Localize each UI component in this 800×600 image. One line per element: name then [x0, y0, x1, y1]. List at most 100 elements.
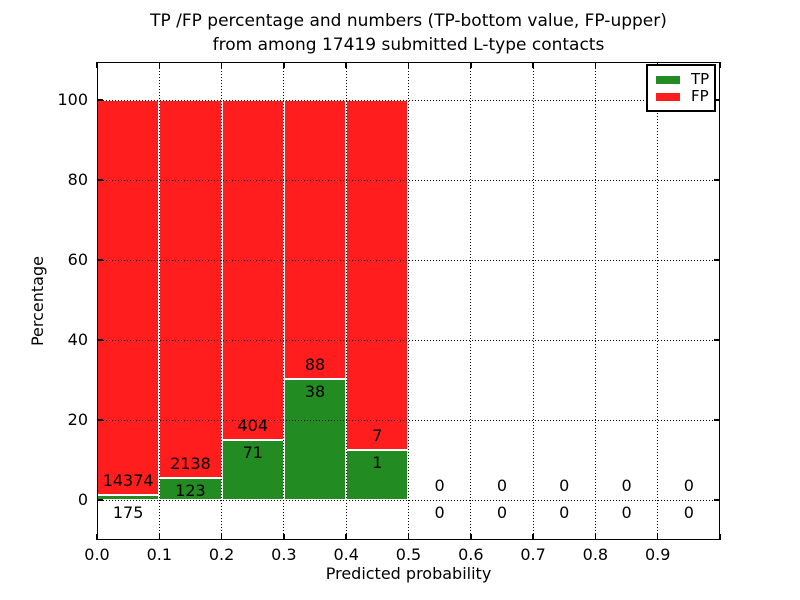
x-tick-mark-bottom	[283, 534, 285, 540]
y-tick-mark-left	[97, 499, 103, 501]
chart-title: TP /FP percentage and numbers (TP-bottom…	[17, 9, 800, 57]
grid-line-vertical	[221, 62, 223, 540]
x-tick-mark-bottom	[220, 534, 223, 540]
x-tick-label: 0.2	[208, 545, 235, 564]
y-tick-mark-left	[97, 179, 103, 181]
y-tick-label: 60	[67, 250, 88, 269]
y-tick-label: 40	[67, 330, 88, 349]
y-tick-mark-right	[714, 339, 720, 341]
y-tick-label: 0	[77, 490, 88, 509]
y-tick-mark-right	[714, 419, 720, 421]
x-tick-mark-top	[407, 62, 410, 68]
tp-bar-segment	[221, 440, 284, 500]
x-tick-label: 0.9	[644, 545, 671, 564]
grid-line-vertical	[594, 62, 596, 540]
tp-legend-label: TP	[691, 70, 710, 88]
x-tick-label: 0.8	[582, 545, 609, 564]
fp-bar-segment	[283, 100, 347, 380]
fp-count-label: 0	[434, 476, 445, 495]
y-tick-mark-right	[714, 499, 720, 501]
y-tick-mark-right	[714, 259, 720, 261]
legend-item-tp: TP	[656, 70, 710, 88]
x-tick-mark-top	[220, 62, 223, 68]
fp-legend-swatch	[656, 92, 680, 101]
chart-title-line1: TP /FP percentage and numbers (TP-bottom…	[150, 11, 667, 31]
tp-count-label: 0	[683, 503, 694, 522]
grid-line-vertical	[408, 62, 409, 540]
x-tick-mark-top	[158, 62, 161, 68]
tp-count-label: 0	[559, 503, 570, 522]
x-axis-label: Predicted probability	[325, 564, 492, 583]
x-tick-label: 0.3	[271, 545, 297, 564]
y-tick-label: 80	[67, 170, 88, 189]
x-tick-mark-bottom	[470, 534, 472, 540]
y-tick-label: 20	[67, 410, 88, 429]
x-tick-mark-bottom	[96, 534, 98, 540]
fp-bar-segment	[159, 100, 222, 479]
x-tick-mark-top	[470, 62, 472, 68]
x-tick-mark-bottom	[532, 534, 534, 540]
fp-count-label: 7	[372, 426, 383, 445]
tp-count-label: 0	[434, 503, 445, 522]
x-tick-mark-bottom	[594, 534, 597, 540]
tp-count-label: 0	[621, 503, 632, 522]
x-tick-label: 0.4	[333, 545, 359, 564]
legend-item-fp: FP	[656, 87, 709, 105]
fp-bar-segment	[97, 100, 160, 496]
y-tick-mark-left	[97, 419, 103, 421]
fp-count-label: 404	[237, 416, 269, 436]
x-tick-label: 0.6	[458, 545, 484, 564]
tp-count-label: 175	[112, 503, 144, 522]
fp-legend-label: FP	[691, 87, 709, 105]
y-tick-mark-left	[97, 99, 103, 101]
tp-legend-swatch	[656, 75, 680, 84]
fp-count-label: 0	[683, 476, 694, 495]
tp-count-label: 0	[496, 503, 508, 522]
tp-count-label: 123	[175, 481, 206, 501]
tp-count-label: 1	[372, 453, 383, 472]
x-tick-mark-top	[283, 62, 285, 68]
x-tick-label: 0.7	[520, 545, 546, 564]
fp-count-label: 0	[621, 476, 632, 495]
tp-count-label: 38	[304, 382, 326, 402]
x-tick-mark-top	[345, 62, 347, 68]
fp-bar-segment	[346, 100, 409, 450]
x-tick-mark-top	[594, 62, 597, 68]
x-tick-label: 0.1	[146, 545, 173, 564]
y-tick-mark-right	[714, 179, 720, 181]
y-tick-mark-left	[97, 259, 103, 261]
grid-line-vertical	[345, 62, 347, 540]
x-tick-mark-top	[96, 62, 98, 68]
x-tick-mark-bottom	[656, 534, 659, 540]
tp-bar-segment	[159, 478, 222, 500]
fp-bar-segment	[221, 100, 284, 441]
y-axis-label: Percentage	[28, 256, 47, 347]
grid-line-vertical	[158, 62, 160, 540]
grid-line-vertical	[657, 62, 659, 540]
fp-count-label: 0	[496, 476, 508, 495]
tp-count-label: 71	[242, 443, 263, 463]
x-tick-mark-bottom	[407, 534, 410, 540]
y-tick-label: 100	[57, 90, 88, 109]
x-tick-mark-bottom	[719, 534, 721, 540]
x-tick-mark-top	[532, 62, 534, 68]
fp-count-label: 2138	[170, 454, 211, 474]
x-tick-mark-top	[719, 62, 721, 68]
grid-line-vertical	[532, 62, 534, 540]
tp-bar-segment	[283, 379, 347, 500]
grid-line-vertical	[470, 62, 472, 540]
grid-line-vertical	[283, 62, 285, 540]
x-tick-mark-bottom	[158, 534, 161, 540]
y-tick-mark-left	[97, 339, 103, 341]
chart-title-line2: from among 17419 submitted L-type contac…	[212, 35, 605, 55]
x-tick-mark-bottom	[345, 534, 347, 540]
y-tick-mark-right	[714, 99, 720, 101]
plot-area: TP FP 14374 175 2138 123 404 71 88 38 7 1 0 0 0 0 0 0 0 0…	[96, 62, 721, 540]
fp-count-label: 0	[559, 476, 570, 495]
x-tick-label: 0.5	[395, 545, 422, 564]
legend: TP FP	[646, 64, 716, 112]
fp-count-label: 88	[304, 355, 326, 375]
x-tick-label: 0.0	[84, 545, 110, 564]
fp-count-label: 14374	[102, 471, 154, 491]
